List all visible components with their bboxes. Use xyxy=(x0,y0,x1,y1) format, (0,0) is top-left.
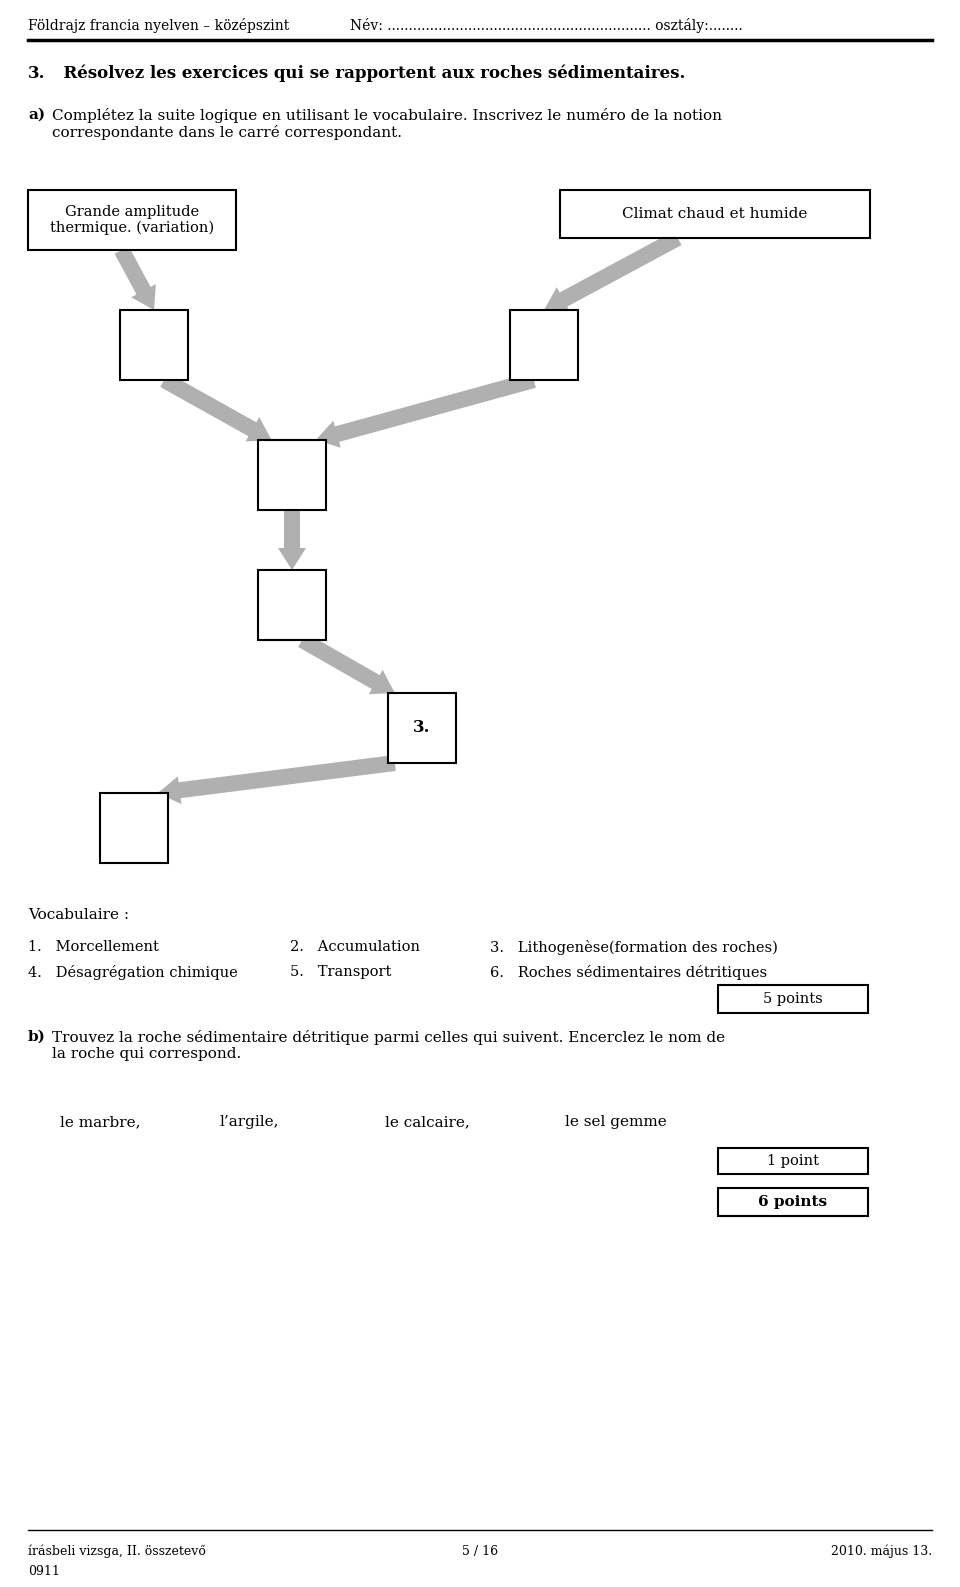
Text: 5.   Transport: 5. Transport xyxy=(290,965,392,979)
Text: 2.   Accumulation: 2. Accumulation xyxy=(290,940,420,954)
Polygon shape xyxy=(316,373,536,448)
Bar xyxy=(28,190,236,251)
Polygon shape xyxy=(299,633,395,694)
Text: 1 point: 1 point xyxy=(767,1154,819,1168)
Text: Név: .............................................................. osztály:....: Név: ...................................… xyxy=(350,17,743,33)
Bar xyxy=(100,794,168,863)
Polygon shape xyxy=(544,232,682,313)
Bar xyxy=(560,190,870,238)
Text: Résolvez les exercices qui se rapportent aux roches sédimentaires.: Résolvez les exercices qui se rapportent… xyxy=(52,65,685,83)
Text: Climat chaud et humide: Climat chaud et humide xyxy=(622,206,807,221)
Text: 5 points: 5 points xyxy=(763,992,823,1006)
Text: 6.   Roches sédimentaires détritiques: 6. Roches sédimentaires détritiques xyxy=(490,965,767,981)
Text: b): b) xyxy=(28,1030,46,1044)
Text: le marbre,: le marbre, xyxy=(60,1116,140,1128)
Text: 2010. május 13.: 2010. május 13. xyxy=(830,1546,932,1558)
Text: le sel gemme: le sel gemme xyxy=(565,1116,667,1128)
Bar xyxy=(718,986,868,1013)
Text: 0911: 0911 xyxy=(28,1565,60,1577)
Text: 3.   Lithogenèse(formation des roches): 3. Lithogenèse(formation des roches) xyxy=(490,940,778,955)
Bar xyxy=(510,309,578,379)
Text: írásbeli vizsga, II. összetevő: írásbeli vizsga, II. összetevő xyxy=(28,1546,205,1558)
Bar xyxy=(120,309,188,379)
Text: Complétez la suite logique en utilisant le vocabulaire. Inscrivez le numéro de l: Complétez la suite logique en utilisant … xyxy=(52,108,722,140)
Text: le calcaire,: le calcaire, xyxy=(385,1116,469,1128)
Text: 3.: 3. xyxy=(28,65,45,83)
Polygon shape xyxy=(157,755,396,805)
Bar xyxy=(258,440,326,509)
Polygon shape xyxy=(160,373,272,441)
Text: l’argile,: l’argile, xyxy=(220,1116,279,1128)
Text: 1.   Morcellement: 1. Morcellement xyxy=(28,940,158,954)
Text: a): a) xyxy=(28,108,45,122)
Bar xyxy=(388,694,456,763)
Text: Grande amplitude
thermique. (variation): Grande amplitude thermique. (variation) xyxy=(50,205,214,235)
Text: Vocabulaire :: Vocabulaire : xyxy=(28,908,130,922)
Bar xyxy=(258,570,326,640)
Text: Trouvez la roche sédimentaire détritique parmi celles qui suivent. Encerclez le : Trouvez la roche sédimentaire détritique… xyxy=(52,1030,725,1062)
Polygon shape xyxy=(114,246,156,309)
Polygon shape xyxy=(278,509,306,570)
Text: 5 / 16: 5 / 16 xyxy=(462,1546,498,1558)
Text: Földrajz francia nyelven – középszint: Földrajz francia nyelven – középszint xyxy=(28,17,289,33)
Bar xyxy=(718,1147,868,1174)
Text: 6 points: 6 points xyxy=(758,1195,828,1209)
Text: 3.: 3. xyxy=(413,719,431,736)
Text: 4.   Désagrégation chimique: 4. Désagrégation chimique xyxy=(28,965,238,981)
Bar xyxy=(718,1189,868,1216)
